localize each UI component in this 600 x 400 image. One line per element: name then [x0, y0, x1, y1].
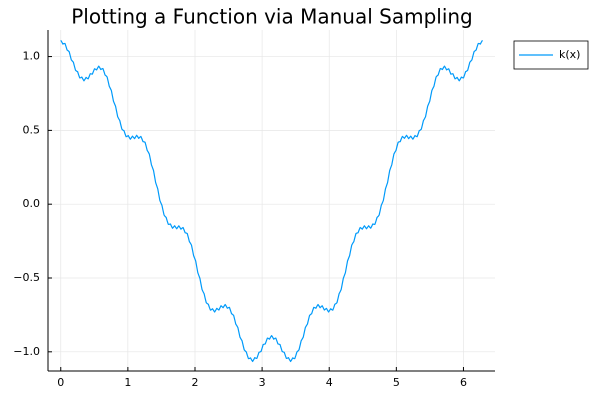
x-tick-label: 5 [393, 376, 400, 389]
x-tick-label: 4 [326, 376, 333, 389]
y-tick-label: −0.5 [13, 271, 40, 284]
grid [48, 30, 495, 371]
chart-title: Plotting a Function via Manual Sampling [71, 5, 473, 29]
series-layer [60, 40, 483, 363]
x-tick-label: 3 [259, 376, 266, 389]
x-tick-label: 0 [57, 376, 64, 389]
legend-label-k-x: k(x) [559, 48, 580, 61]
series-line-k-x [60, 40, 483, 363]
y-tick-label: 1.0 [23, 50, 41, 63]
y-axis-ticks: −1.0 −0.5 0.0 0.5 1.0 [13, 50, 52, 358]
y-tick-label: 0.0 [23, 197, 41, 210]
y-tick-label: 0.5 [23, 123, 41, 136]
legend: k(x) [513, 40, 589, 70]
x-tick-label: 1 [124, 376, 131, 389]
x-tick-label: 2 [191, 376, 198, 389]
x-tick-label: 6 [460, 376, 467, 389]
y-tick-label: −1.0 [13, 345, 40, 358]
x-axis-ticks: 0 1 2 3 4 5 6 [57, 367, 467, 389]
